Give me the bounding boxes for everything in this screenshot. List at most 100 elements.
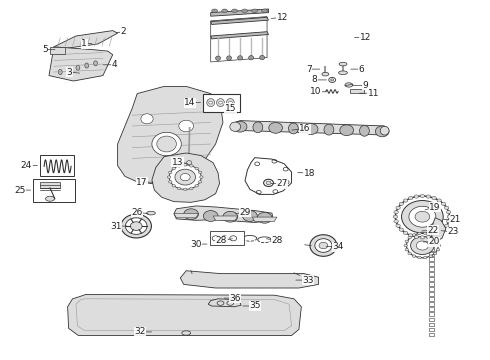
Ellipse shape xyxy=(190,165,193,167)
Text: 16: 16 xyxy=(299,125,311,134)
Ellipse shape xyxy=(396,206,400,210)
Bar xyxy=(40,182,60,188)
Ellipse shape xyxy=(408,237,411,239)
Ellipse shape xyxy=(198,181,202,183)
Ellipse shape xyxy=(249,55,254,60)
Ellipse shape xyxy=(190,187,193,190)
Polygon shape xyxy=(211,9,269,16)
Text: 14: 14 xyxy=(184,98,196,107)
Ellipse shape xyxy=(339,71,347,75)
Ellipse shape xyxy=(413,255,416,257)
Bar xyxy=(429,302,434,306)
Ellipse shape xyxy=(434,237,437,239)
Ellipse shape xyxy=(183,188,187,191)
Ellipse shape xyxy=(212,9,218,13)
Ellipse shape xyxy=(209,101,213,104)
Bar xyxy=(429,292,434,296)
Ellipse shape xyxy=(207,99,215,107)
Ellipse shape xyxy=(232,9,238,13)
Text: 13: 13 xyxy=(172,158,183,166)
Text: 12: 12 xyxy=(276,13,288,22)
Ellipse shape xyxy=(415,211,430,222)
Ellipse shape xyxy=(394,220,398,223)
Ellipse shape xyxy=(432,234,436,237)
Ellipse shape xyxy=(130,222,142,230)
Bar xyxy=(429,272,434,276)
Polygon shape xyxy=(213,216,238,220)
Text: 28: 28 xyxy=(271,236,283,245)
Text: 29: 29 xyxy=(239,208,251,217)
Ellipse shape xyxy=(446,220,451,223)
Ellipse shape xyxy=(420,236,424,239)
Bar xyxy=(429,287,434,291)
Ellipse shape xyxy=(436,240,440,243)
Text: 22: 22 xyxy=(428,226,439,235)
Ellipse shape xyxy=(121,214,151,238)
Ellipse shape xyxy=(157,136,176,152)
Bar xyxy=(429,333,434,336)
Ellipse shape xyxy=(253,122,263,133)
Ellipse shape xyxy=(226,56,232,60)
Text: 8: 8 xyxy=(312,76,318,85)
Polygon shape xyxy=(208,299,241,307)
Bar xyxy=(429,318,434,321)
Ellipse shape xyxy=(170,165,201,189)
Polygon shape xyxy=(174,206,273,222)
Bar xyxy=(429,227,434,230)
Ellipse shape xyxy=(399,228,403,231)
Ellipse shape xyxy=(396,224,400,227)
Ellipse shape xyxy=(216,56,220,60)
Ellipse shape xyxy=(219,101,222,104)
Text: 32: 32 xyxy=(134,328,146,336)
Ellipse shape xyxy=(404,244,407,247)
Ellipse shape xyxy=(403,199,408,202)
Ellipse shape xyxy=(141,114,153,124)
Text: 34: 34 xyxy=(332,242,344,251)
Ellipse shape xyxy=(304,124,318,135)
Ellipse shape xyxy=(233,121,247,132)
Ellipse shape xyxy=(230,122,241,131)
Ellipse shape xyxy=(223,211,238,222)
Ellipse shape xyxy=(345,83,353,87)
Ellipse shape xyxy=(436,248,440,251)
Text: 17: 17 xyxy=(136,178,148,187)
Bar xyxy=(429,237,434,240)
Polygon shape xyxy=(54,31,118,50)
Text: 12: 12 xyxy=(360,33,371,42)
Ellipse shape xyxy=(432,197,436,200)
Bar xyxy=(429,277,434,281)
Ellipse shape xyxy=(269,122,283,133)
Polygon shape xyxy=(180,271,318,288)
Text: 28: 28 xyxy=(216,236,227,245)
Ellipse shape xyxy=(252,9,258,13)
Ellipse shape xyxy=(418,232,421,235)
Ellipse shape xyxy=(257,212,272,223)
Ellipse shape xyxy=(260,55,265,60)
Ellipse shape xyxy=(310,235,337,256)
Ellipse shape xyxy=(416,241,429,250)
Ellipse shape xyxy=(195,167,198,170)
Bar xyxy=(429,247,434,251)
Ellipse shape xyxy=(447,215,452,218)
Ellipse shape xyxy=(441,228,446,231)
Bar xyxy=(429,232,434,235)
Ellipse shape xyxy=(402,201,443,233)
Bar xyxy=(429,267,434,271)
Polygon shape xyxy=(234,121,385,135)
Text: 24: 24 xyxy=(21,161,32,170)
Ellipse shape xyxy=(437,231,441,234)
Ellipse shape xyxy=(434,252,437,255)
Ellipse shape xyxy=(394,211,398,214)
Ellipse shape xyxy=(262,9,268,13)
Ellipse shape xyxy=(426,195,431,198)
Text: 11: 11 xyxy=(368,89,379,98)
Bar xyxy=(429,323,434,326)
Bar xyxy=(429,262,434,266)
Bar xyxy=(429,242,434,246)
Ellipse shape xyxy=(420,194,424,198)
Polygon shape xyxy=(211,32,269,39)
Text: 36: 36 xyxy=(229,294,241,302)
Ellipse shape xyxy=(242,9,247,13)
Ellipse shape xyxy=(243,211,257,221)
Ellipse shape xyxy=(322,72,329,76)
